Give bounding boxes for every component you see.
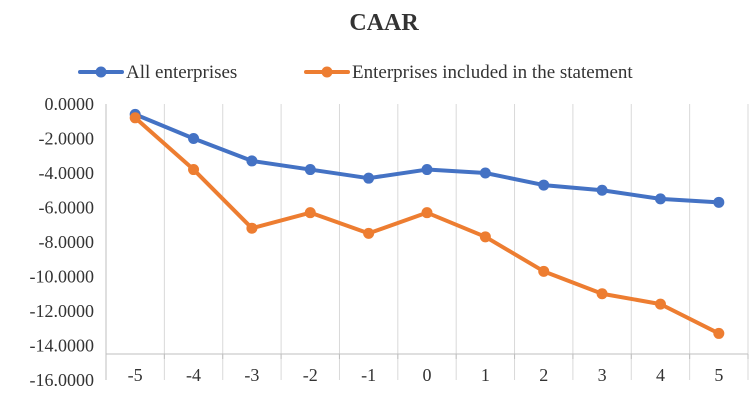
data-point bbox=[421, 207, 433, 219]
y-tick-label: -12.0000 bbox=[30, 301, 95, 321]
data-point bbox=[246, 222, 258, 234]
y-tick-label: -6.0000 bbox=[39, 198, 95, 218]
x-tick-label: -3 bbox=[244, 365, 259, 385]
series-lines bbox=[129, 108, 725, 339]
x-tick-label: 5 bbox=[714, 365, 723, 385]
data-point bbox=[246, 155, 258, 167]
y-tick-label: -8.0000 bbox=[39, 232, 95, 252]
y-tick-label: -4.0000 bbox=[39, 163, 95, 183]
legend-label: All enterprises bbox=[126, 62, 237, 83]
y-tick-label: -10.0000 bbox=[30, 267, 95, 287]
x-tick-label: -5 bbox=[128, 365, 143, 385]
legend-item: All enterprises bbox=[78, 62, 237, 83]
legend-marker-icon bbox=[95, 66, 107, 78]
x-tick-label: 2 bbox=[539, 365, 548, 385]
series-2 bbox=[129, 112, 725, 339]
data-point bbox=[713, 327, 725, 339]
data-point bbox=[596, 288, 608, 300]
data-point bbox=[304, 207, 316, 219]
legend-item: Enterprises included in the statement bbox=[304, 62, 633, 83]
x-tick-label: 4 bbox=[656, 365, 665, 385]
x-tick-label: 3 bbox=[598, 365, 607, 385]
data-point bbox=[479, 231, 491, 243]
axes bbox=[105, 104, 749, 380]
data-point bbox=[188, 164, 200, 176]
data-point bbox=[363, 227, 375, 239]
y-tick-label: -16.0000 bbox=[30, 370, 95, 390]
legend-label: Enterprises included in the statement bbox=[352, 62, 633, 83]
data-point bbox=[304, 164, 316, 176]
legend: All enterprises Enterprises included in t… bbox=[78, 62, 633, 83]
data-point bbox=[654, 193, 666, 205]
x-tick-label: -2 bbox=[303, 365, 318, 385]
data-point bbox=[654, 298, 666, 310]
data-point bbox=[713, 196, 725, 208]
chart-title: CAAR bbox=[349, 10, 419, 36]
data-point bbox=[129, 112, 141, 124]
data-point bbox=[479, 167, 491, 179]
data-point bbox=[188, 133, 200, 144]
y-tick-label: -2.0000 bbox=[39, 129, 95, 149]
data-point bbox=[596, 184, 608, 196]
data-point bbox=[363, 172, 375, 184]
x-axis-tick-labels: -5 -4 -3 -2 -1 0 1 2 3 4 5 bbox=[128, 365, 724, 385]
data-point bbox=[538, 179, 550, 191]
x-tick-label: -1 bbox=[361, 365, 376, 385]
legend-marker-icon bbox=[321, 66, 333, 78]
x-tick-label: 1 bbox=[481, 365, 490, 385]
data-point bbox=[421, 164, 433, 176]
x-tick-label: -4 bbox=[186, 365, 201, 385]
y-axis-tick-labels: 0.0000 -2.0000 -4.0000 -6.0000 -8.0000 -10.00… bbox=[30, 94, 95, 390]
data-point bbox=[538, 265, 550, 277]
y-tick-label: 0.0000 bbox=[45, 94, 95, 114]
gridlines bbox=[105, 104, 749, 380]
x-tick-label: 0 bbox=[423, 365, 432, 385]
y-tick-label: -14.0000 bbox=[30, 336, 95, 356]
